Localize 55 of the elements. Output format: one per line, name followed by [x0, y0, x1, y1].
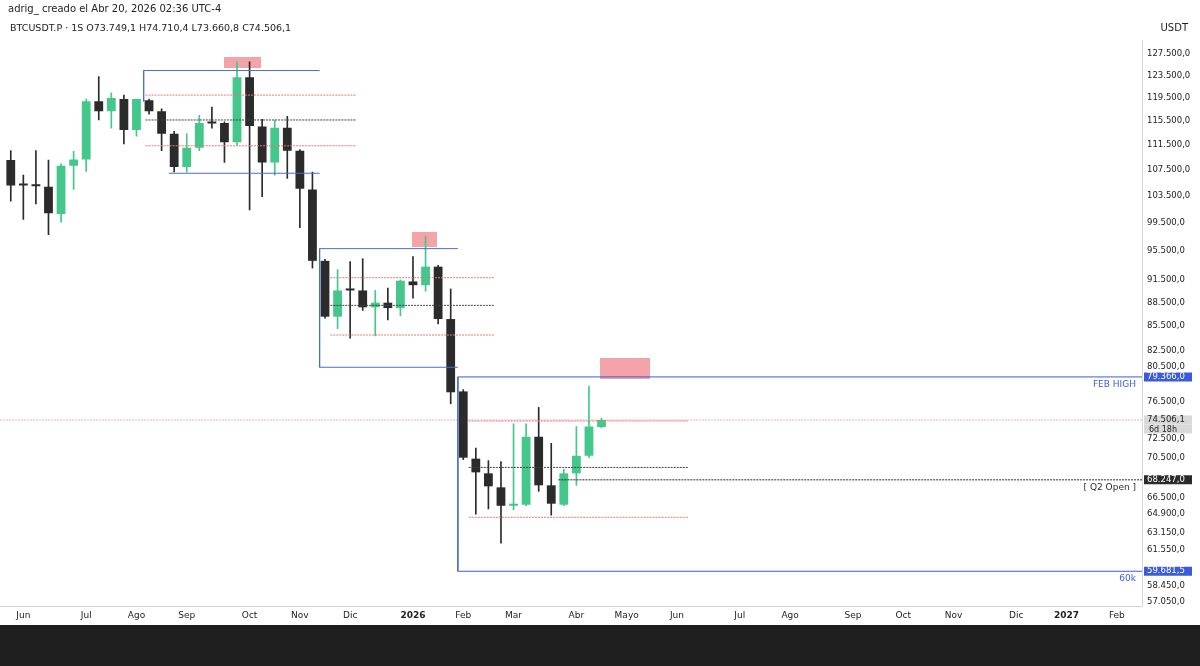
- y-tick-label: 59.681,5: [1147, 565, 1185, 576]
- x-tick-label: 2027: [1054, 609, 1080, 620]
- y-tick-label: 74.506,1: [1147, 414, 1185, 425]
- y-tick-label: 70.500,0: [1147, 451, 1185, 462]
- x-tick-label: Mayo: [614, 609, 640, 620]
- series-label: 60k: [1119, 573, 1137, 584]
- x-tick-label: Sep: [178, 609, 196, 620]
- y-tick-label: 57.050,0: [1147, 596, 1185, 607]
- x-tick-label: Oct: [895, 609, 912, 620]
- y-tick-label: 111.500,0: [1147, 139, 1191, 150]
- x-tick-label: Oct: [241, 609, 258, 620]
- x-tick-label: Abr: [568, 609, 585, 620]
- x-tick-label: Ago: [127, 609, 146, 620]
- y-tick-label: 115.500,0: [1147, 115, 1191, 126]
- y-tick-label: 79.366,0: [1147, 371, 1185, 382]
- y-tick-label: 58.450,0: [1147, 579, 1185, 590]
- y-tick-label: 68.247,0: [1147, 474, 1185, 485]
- y-tick-label: 82.500,0: [1147, 344, 1185, 355]
- y-tick-label: 107.500,0: [1147, 164, 1191, 175]
- chart-title: adrig_ creado el Abr 20, 2026 02:36 UTC-4: [8, 3, 222, 14]
- x-tick-label: Jun: [668, 609, 684, 620]
- y-axis-title: USDT: [1160, 22, 1188, 33]
- y-tick-label: 103.500,0: [1147, 190, 1191, 201]
- series-label: [ Q2 Open ]: [1083, 481, 1136, 492]
- y-tick-label: 123.500,0: [1147, 69, 1191, 80]
- y-tick-label: 127.500,0: [1147, 47, 1191, 58]
- x-tick-label: 2026: [400, 609, 426, 620]
- x-tick-label: Jul: [733, 609, 746, 620]
- y-tick-label: 88.500,0: [1147, 296, 1185, 307]
- y-tick-label: 95.500,0: [1147, 244, 1185, 255]
- text: 6d 18h: [1149, 424, 1177, 434]
- y-tick-label: 61.550,0: [1147, 544, 1185, 555]
- chart-subtitle: BTCUSDT.P · 1S O73.749,1 H74.710,4 L73.660,8 C74.506,1: [10, 22, 292, 33]
- x-tick-label: Mar: [505, 609, 523, 620]
- x-tick-label: Ago: [781, 609, 800, 620]
- y-tick-label: 66.500,0: [1147, 491, 1185, 502]
- x-tick-label: Feb: [1108, 609, 1126, 620]
- x-tick-label: Nov: [291, 609, 310, 620]
- x-tick-label: Jul: [79, 609, 92, 620]
- x-tick-label: Sep: [844, 609, 862, 620]
- x-tick-label: Dic: [342, 609, 358, 620]
- x-tick-label: Feb: [455, 609, 472, 620]
- x-tick-label: Dic: [1009, 609, 1024, 620]
- y-tick-label: 76.500,0: [1147, 396, 1185, 407]
- series-label: FEB HIGH: [1092, 378, 1136, 389]
- x-tick-label: Jun: [15, 609, 31, 620]
- y-tick-label: 72.500,0: [1147, 432, 1185, 443]
- y-tick-label: 64.900,0: [1147, 508, 1185, 519]
- y-tick-label: 63.150,0: [1147, 526, 1185, 537]
- y-tick-label: 119.500,0: [1147, 92, 1191, 103]
- y-tick-label: 99.500,0: [1147, 217, 1185, 228]
- x-tick-label: Nov: [944, 609, 963, 620]
- y-tick-label: 91.500,0: [1147, 274, 1185, 285]
- y-tick-label: 85.500,0: [1147, 320, 1185, 331]
- y-tick-label: 80.500,0: [1147, 361, 1185, 372]
